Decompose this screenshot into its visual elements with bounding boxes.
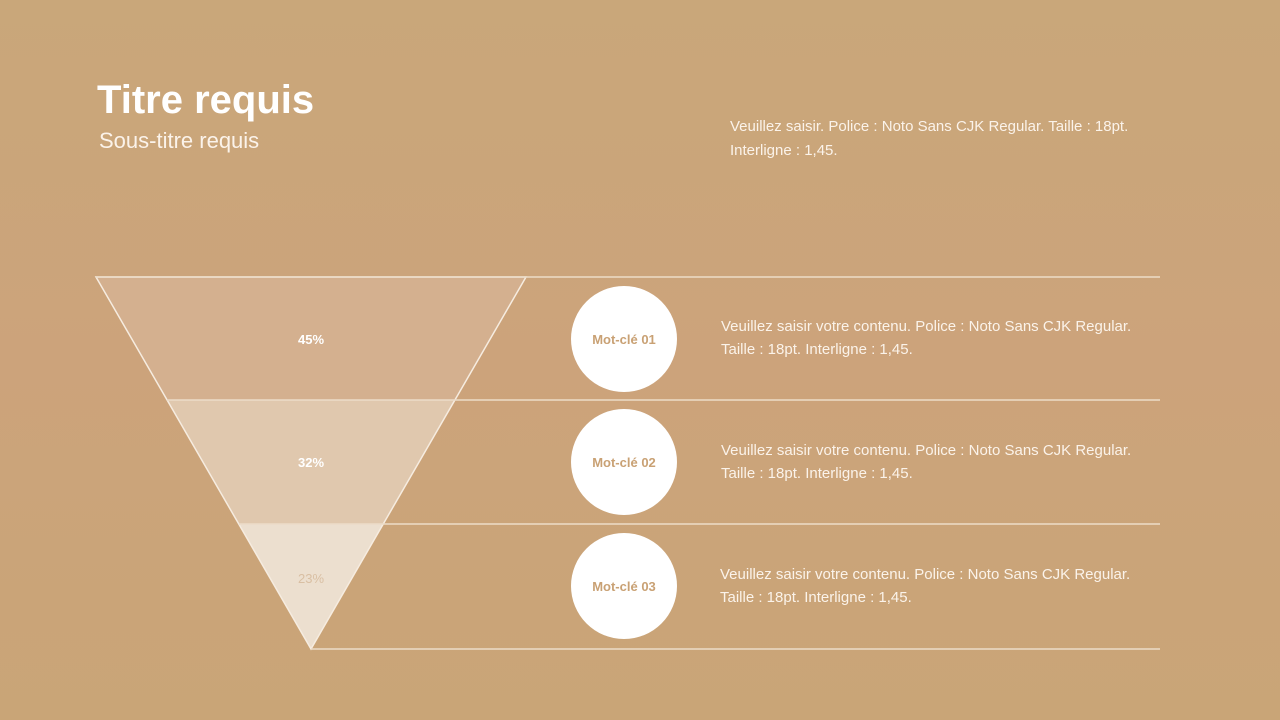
keyword-circle-3: Mot-clé 03 bbox=[571, 533, 677, 639]
description-3: Veuillez saisir votre contenu. Police : … bbox=[720, 566, 1131, 606]
description-2: Veuillez saisir votre contenu. Police : … bbox=[721, 442, 1132, 482]
percent-label-1: 45% bbox=[297, 332, 325, 347]
slide-title: Titre requis bbox=[97, 78, 315, 122]
keyword-label: Mot-clé 03 bbox=[592, 578, 656, 594]
funnel-segment-2 bbox=[167, 400, 455, 524]
keyword-circle-1: Mot-clé 01 bbox=[571, 286, 677, 392]
keyword-circle-2: Mot-clé 02 bbox=[571, 409, 677, 515]
percent-label-3: 23% bbox=[297, 571, 325, 586]
percent-label-2: 32% bbox=[297, 455, 325, 470]
keyword-label: Mot-clé 02 bbox=[592, 454, 656, 470]
funnel-segment-3 bbox=[239, 524, 383, 649]
intro-text: Veuillez saisir. Police : Noto Sans CJK … bbox=[730, 118, 1129, 159]
keyword-label: Mot-clé 01 bbox=[592, 331, 656, 347]
slide-subtitle: Sous-titre requis bbox=[99, 128, 260, 153]
funnel-segment-1 bbox=[96, 277, 526, 400]
description-1: Veuillez saisir votre contenu. Police : … bbox=[721, 318, 1132, 358]
